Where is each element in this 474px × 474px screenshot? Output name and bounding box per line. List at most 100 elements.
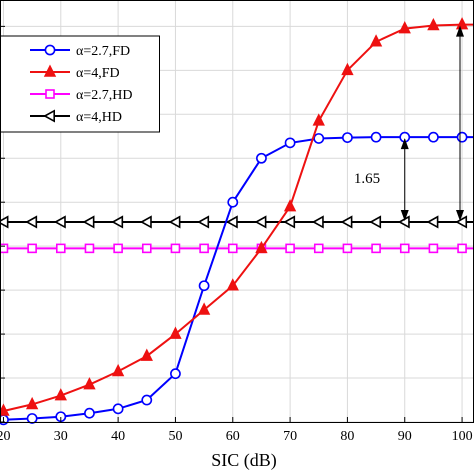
series-4-point-5 xyxy=(139,215,152,229)
x-tick-label-60: 60 xyxy=(226,429,240,444)
series-1 xyxy=(0,131,474,426)
series-1-point-6 xyxy=(170,368,181,380)
annotation-arrowhead-top xyxy=(400,138,409,150)
legend-item-2: α=4,FD xyxy=(30,64,120,81)
series-2-point-2 xyxy=(54,388,67,401)
series-4-point-11 xyxy=(311,215,324,229)
series-1-point-1 xyxy=(26,413,38,424)
series-3-point-3 xyxy=(84,243,95,254)
series-3-point-2 xyxy=(55,243,66,254)
legend-label-2: α=4,FD xyxy=(76,66,120,81)
x-tick-label-20: 20 xyxy=(0,429,10,444)
x-tick-label-40: 40 xyxy=(111,429,125,444)
series-3-point-7 xyxy=(199,243,209,254)
series-2-point-3 xyxy=(83,377,96,390)
legend-marker-2 xyxy=(43,64,57,77)
series-group xyxy=(0,17,474,426)
series-1-point-11 xyxy=(313,133,325,144)
series-4-point-4 xyxy=(111,215,124,229)
series-4-point-9 xyxy=(254,215,267,229)
legend-marker-4 xyxy=(43,109,56,123)
series-1-point-0 xyxy=(0,414,9,426)
series-2-point-5 xyxy=(140,348,153,361)
series-2-point-9 xyxy=(255,240,268,254)
series-3-point-13 xyxy=(371,243,381,254)
series-4-point-15 xyxy=(426,215,439,229)
series-4-point-3 xyxy=(82,215,95,229)
annotation-label: 1.65 xyxy=(354,171,380,187)
series-3-point-6 xyxy=(170,243,181,254)
x-tick-label-30: 30 xyxy=(54,429,68,444)
series-3-point-10 xyxy=(285,243,295,254)
series-2-point-16 xyxy=(455,17,469,30)
series-2-point-13 xyxy=(369,34,383,47)
series-1-point-9 xyxy=(256,152,267,164)
legend-item-4: α=4,HD xyxy=(30,109,122,125)
series-4-point-7 xyxy=(197,215,210,229)
series-2-point-7 xyxy=(197,302,211,315)
legend-box xyxy=(0,35,160,133)
series-2-point-15 xyxy=(427,17,440,31)
series-1-point-4 xyxy=(112,403,124,415)
annotation-arrow-right-head-bottom xyxy=(456,209,464,221)
series-2-point-6 xyxy=(169,326,182,339)
legend-item-1: α=2.7,FD xyxy=(30,44,130,59)
series-3-point-16 xyxy=(457,243,467,254)
legend-item-3: α=2.7,HD xyxy=(30,88,132,103)
x-tick-label-90: 90 xyxy=(398,429,412,444)
series-2-point-11 xyxy=(312,113,325,126)
legend-label-1: α=2.7,FD xyxy=(76,44,130,59)
tick-labels: 20 30 40 50 60 70 80 90 100 xyxy=(0,25,473,444)
series-4-point-1 xyxy=(25,215,38,229)
series-4-point-13 xyxy=(369,215,382,229)
series-1-point-5 xyxy=(141,394,153,406)
legend-label-4: α=4,HD xyxy=(76,110,122,125)
x-tick-label-80: 80 xyxy=(340,429,354,444)
series-2-point-10 xyxy=(283,199,297,212)
annotation-arrowhead-bottom xyxy=(400,209,409,221)
legend-label-3: α=2.7,HD xyxy=(76,88,132,103)
series-1-point-8 xyxy=(227,196,239,208)
series-3-point-5 xyxy=(141,243,152,254)
series-1-point-7 xyxy=(198,280,210,292)
series-4-point-12 xyxy=(340,215,353,229)
series-2-line xyxy=(3,23,474,412)
series-3-point-14 xyxy=(399,243,410,254)
series-3-point-15 xyxy=(428,243,439,254)
annotation-group: 1.65 xyxy=(354,25,464,221)
series-1-point-16 xyxy=(456,131,468,143)
series-3-point-12 xyxy=(342,243,353,254)
series-4-point-2 xyxy=(53,215,66,229)
x-tick-label-50: 50 xyxy=(168,429,182,444)
series-2-point-8 xyxy=(226,278,239,291)
series-3-point-11 xyxy=(313,243,324,254)
series-3-point-4 xyxy=(113,243,123,254)
x-tick-label-100: 100 xyxy=(452,429,473,444)
series-4-point-6 xyxy=(168,215,181,229)
series-2-point-12 xyxy=(341,62,354,76)
x-axis-label: SIC (dB) xyxy=(211,450,277,471)
series-3-point-1 xyxy=(27,243,37,254)
series-4-point-8 xyxy=(225,215,238,229)
series-4 xyxy=(0,215,474,229)
legend-marker-1 xyxy=(44,44,56,56)
series-1-point-3 xyxy=(84,407,95,419)
series-4-point-10 xyxy=(283,215,296,229)
series-2-point-4 xyxy=(111,363,125,377)
series-2 xyxy=(0,17,474,416)
series-1-point-15 xyxy=(428,131,439,143)
annotation-arrow-right-head-top xyxy=(456,25,464,37)
series-1-point-13 xyxy=(370,131,382,143)
legend: α=2.7,FD α=4,FD α=2.7,HD α=4,HD xyxy=(0,35,160,133)
series-4-point-0 xyxy=(0,215,9,229)
x-tick-label-70: 70 xyxy=(283,429,297,444)
series-4-point-16 xyxy=(455,215,468,229)
series-1-point-10 xyxy=(284,137,296,149)
series-3-point-8 xyxy=(227,243,238,254)
series-3-point-0 xyxy=(0,243,9,254)
series-1-point-12 xyxy=(342,132,353,143)
series-2-point-14 xyxy=(398,21,411,34)
legend-marker-3 xyxy=(45,89,55,99)
series-2-point-1 xyxy=(25,396,39,410)
